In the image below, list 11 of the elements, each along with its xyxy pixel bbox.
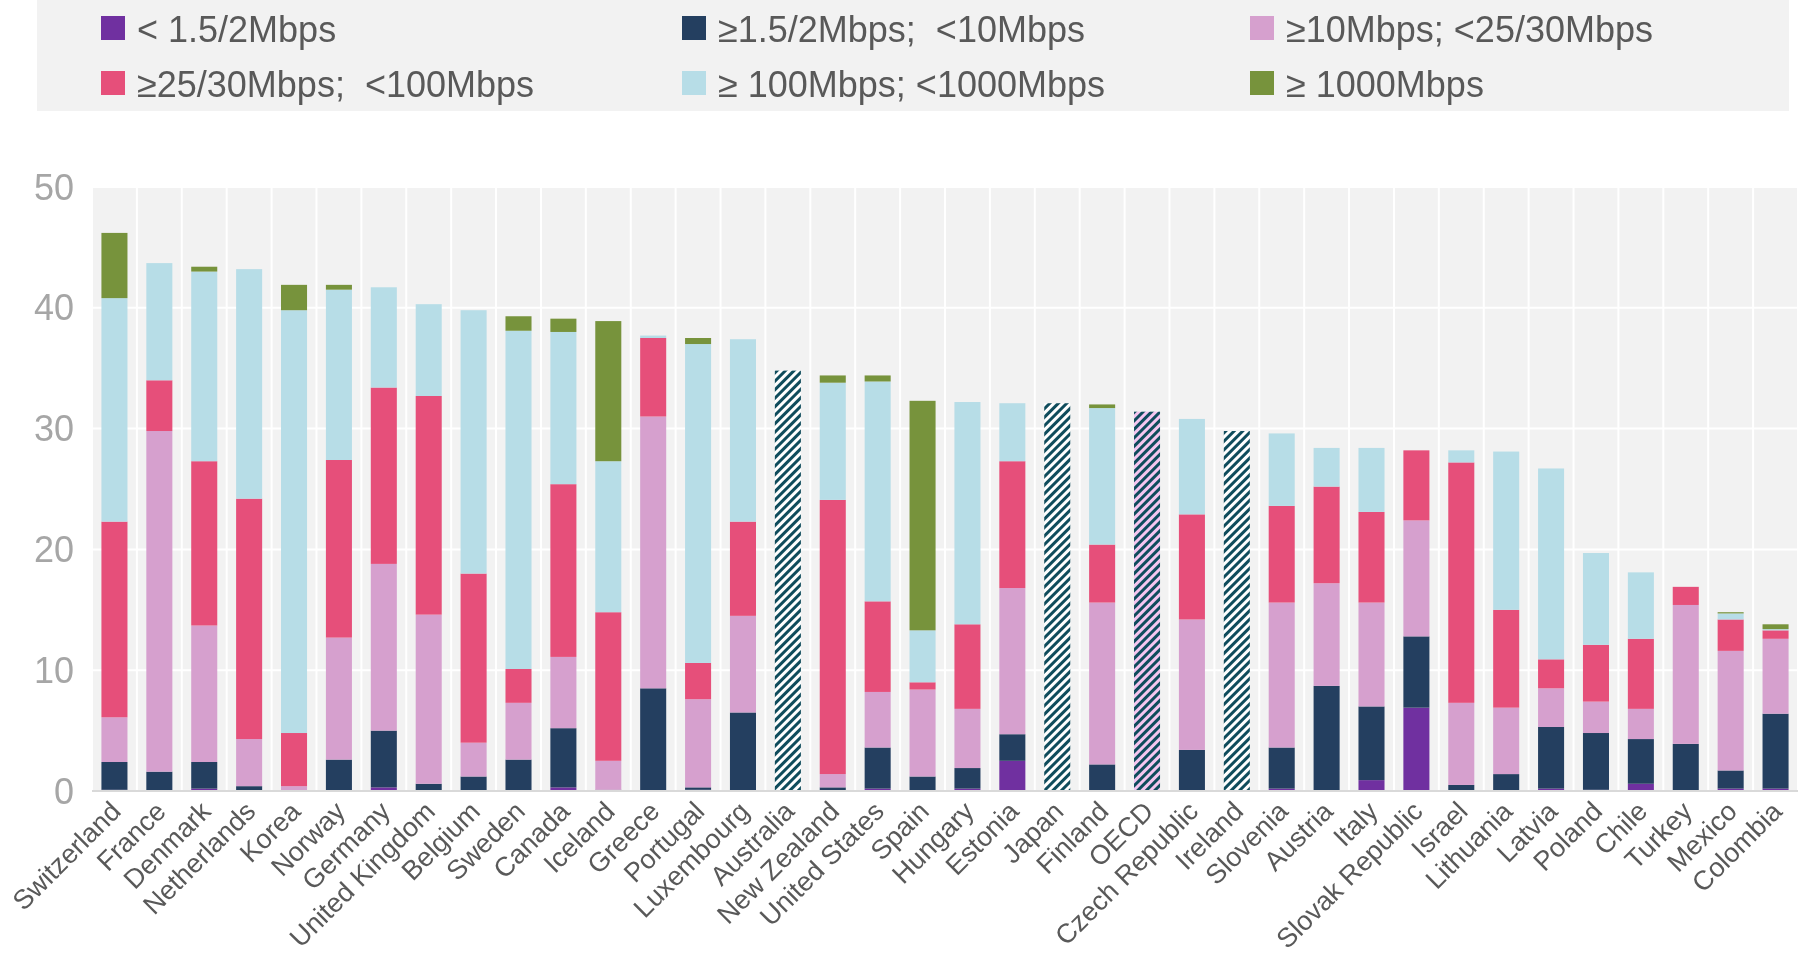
legend-label: < 1.5/2Mbps	[137, 9, 337, 50]
y-tick-label: 50	[33, 166, 74, 208]
legend-label: ≥ 1000Mbps	[1286, 64, 1484, 105]
legend-label: ≥10Mbps; <25/30Mbps	[1286, 9, 1653, 50]
legend-label: ≥25/30Mbps; <100Mbps	[137, 64, 535, 105]
y-tick-label: 10	[33, 649, 74, 691]
legend-label: ≥1.5/2Mbps; <10Mbps	[718, 9, 1085, 50]
y-tick-label: 30	[33, 408, 74, 450]
y-tick-label: 40	[33, 287, 74, 329]
y-tick-label: 20	[33, 529, 74, 570]
legend-label: ≥ 100Mbps; <1000Mbps	[718, 64, 1105, 105]
